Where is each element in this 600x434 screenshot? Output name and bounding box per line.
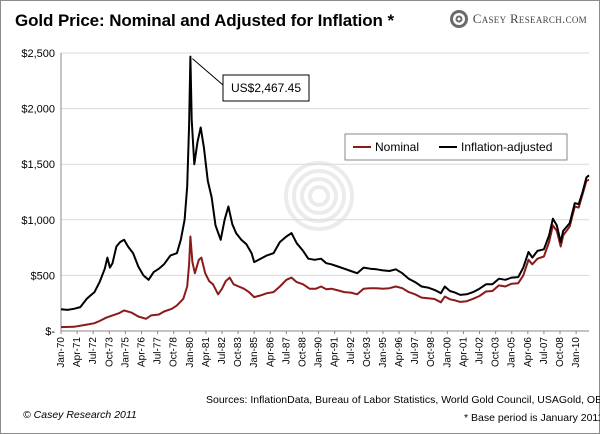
- x-tick-label: Apr-71: [72, 337, 83, 367]
- annotation-leader: [192, 58, 224, 86]
- x-tick-label: Apr-06: [523, 337, 534, 367]
- x-tick-label: Apr-91: [330, 337, 341, 367]
- x-tick-label: Jul-97: [410, 337, 421, 365]
- x-tick-label: Jul-77: [153, 337, 164, 365]
- y-tick-label: $2,000: [21, 104, 55, 116]
- brand-name: Casey Research.com: [472, 11, 587, 26]
- y-tick-label: $2,500: [21, 48, 55, 60]
- x-tick-label: Apr-96: [394, 337, 405, 367]
- watermark-target-icon: [284, 161, 354, 231]
- x-tick-label: Oct-93: [362, 337, 373, 367]
- y-tick-label: $-: [45, 326, 55, 338]
- x-tick-label: Jan-10: [571, 337, 582, 368]
- series-lines: [60, 55, 590, 329]
- base-period-note: * Base period is January 2011: [464, 412, 600, 424]
- x-tick-label: Apr-76: [136, 337, 147, 367]
- x-tick-label: Jan-95: [378, 337, 389, 368]
- x-tick-label: Oct-98: [426, 337, 437, 367]
- x-tick-label: Oct-08: [555, 337, 566, 367]
- x-tick-label: Jul-72: [88, 337, 99, 365]
- x-tick-label: Jul-87: [281, 337, 292, 365]
- x-tick-label: Jul-82: [217, 337, 228, 365]
- chart-title: Gold Price: Nominal and Adjusted for Inf…: [15, 11, 394, 30]
- copyright-note: © Casey Research 2011: [23, 409, 137, 421]
- x-tick-label: Jul-92: [346, 337, 357, 365]
- x-tick-label: Jan-85: [249, 337, 260, 368]
- x-tick-label: Jan-00: [442, 337, 453, 368]
- x-tick-label: Jan-05: [507, 337, 518, 368]
- x-tick-label: Oct-78: [169, 337, 180, 367]
- legend-label: Nominal: [375, 140, 419, 154]
- brand-logo: Casey Research.com: [449, 9, 587, 29]
- legend-label: Inflation-adjusted: [461, 140, 552, 154]
- annotation-box: [222, 74, 310, 102]
- legend: Nominal Inflation-adjusted: [344, 133, 568, 161]
- x-tick-label: Apr-86: [265, 337, 276, 367]
- y-tick-label: $500: [31, 270, 55, 282]
- x-tick-label: Apr-01: [458, 337, 469, 367]
- series-line-nominal: [60, 178, 590, 329]
- peak-annotation: US$2,467.45: [192, 58, 310, 102]
- y-tick-label: $1,000: [21, 215, 55, 227]
- annotation-label: US$2,467.45: [231, 81, 301, 95]
- x-tick-label: Jan-80: [185, 337, 196, 368]
- target-icon: [449, 10, 468, 28]
- y-axis: $- $500 $1,000 $1,500 $2,000 $2,500: [21, 48, 62, 338]
- x-tick-label: Apr-81: [201, 337, 212, 367]
- x-tick-label: Jul-02: [475, 337, 486, 365]
- series-line-inflation-adjusted: [60, 55, 590, 311]
- x-tick-label: Oct-83: [233, 337, 244, 367]
- x-tick-label: Jul-07: [539, 337, 550, 365]
- x-tick-label: Oct-03: [491, 337, 502, 367]
- sources-note: Sources: InflationData, Bureau of Labor …: [206, 394, 600, 406]
- x-tick-label: Oct-88: [297, 337, 308, 367]
- x-axis: Jan-70 Apr-71 Jul-72 Oct-73 Jan-75 Apr-76 Jul-…: [56, 330, 589, 368]
- x-tick-label: Oct-73: [104, 337, 115, 367]
- x-tick-label: Jan-90: [314, 337, 325, 368]
- y-tick-label: $1,500: [21, 159, 55, 171]
- x-tick-label: Jan-70: [56, 337, 67, 368]
- x-tick-label: Jan-75: [120, 337, 131, 368]
